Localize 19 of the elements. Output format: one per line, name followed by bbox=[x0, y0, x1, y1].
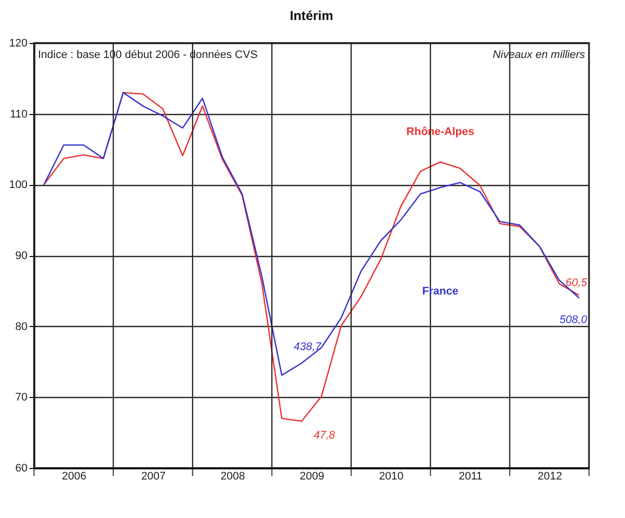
x-tick-label: 2009 bbox=[300, 470, 324, 482]
x-tick-label: 2007 bbox=[141, 470, 166, 482]
x-tick-label: 2011 bbox=[458, 470, 482, 482]
x-tick-label: 2008 bbox=[220, 470, 245, 482]
y-tick-label: 80 bbox=[15, 320, 28, 333]
y-tick-label: 70 bbox=[15, 392, 28, 404]
y-tick-label: 60 bbox=[15, 462, 28, 474]
annotation: 60,5 bbox=[566, 277, 588, 290]
y-tick-label: 90 bbox=[15, 250, 28, 262]
x-tick-label: 2012 bbox=[538, 470, 562, 482]
y-tick-label: 120 bbox=[9, 38, 28, 50]
y-tick-label: 110 bbox=[10, 108, 28, 120]
annotation: 438,7 bbox=[294, 341, 322, 354]
x-tick-label: 2010 bbox=[379, 470, 404, 482]
x-tick-label: 2006 bbox=[62, 470, 86, 482]
annotation: 508,0 bbox=[560, 314, 588, 326]
y-tick-label: 100 bbox=[9, 179, 28, 192]
annotation: 47,8 bbox=[314, 429, 336, 442]
chart-title: Intérim bbox=[290, 8, 334, 23]
